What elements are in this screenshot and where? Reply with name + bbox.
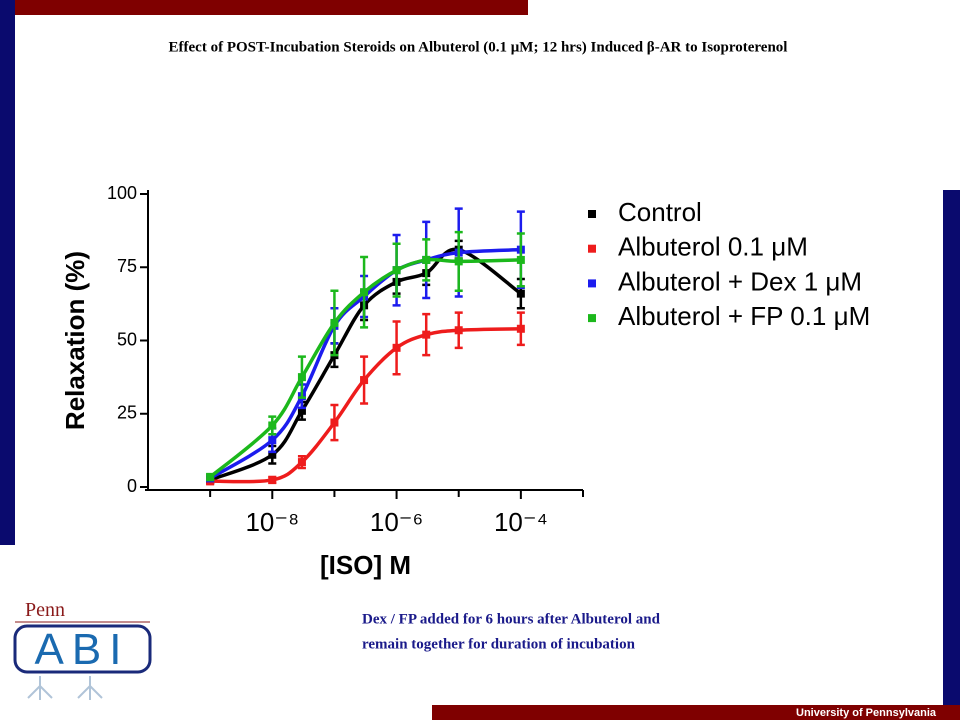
left-bar [0,0,15,545]
data-point [422,330,431,339]
data-point [516,289,525,298]
data-point [297,373,306,382]
data-point [268,450,277,459]
data-point [422,255,431,264]
series-line [210,327,521,484]
data-point [392,266,401,275]
y-tick-label: 50 [117,329,137,349]
y-tick-label: 25 [117,403,137,423]
x-tick-label: 10⁻⁸ [245,507,299,537]
data-point [454,326,463,335]
data-point [297,458,306,467]
y-tick-label: 100 [107,183,137,203]
legend-swatch [588,210,596,218]
logo-box [13,624,152,674]
data-point [516,324,525,333]
data-point [268,475,277,484]
note-line: Dex / FP added for 6 hours after Albuter… [362,611,661,627]
data-point [206,473,215,482]
right-bar [943,190,960,705]
legend-label: Albuterol + FP 0.1 μM [618,301,870,331]
data-point [392,343,401,352]
legend-label: Albuterol 0.1 μM [618,232,808,262]
legend-label: Albuterol + Dex 1 μM [618,266,862,296]
logo-abi: ABI [35,625,130,674]
data-point [454,257,463,266]
data-point [330,318,339,327]
legend-swatch [588,279,596,288]
data-point [297,406,306,415]
logo-lungs [27,676,103,700]
note-line: remain together for duration of incubati… [362,636,636,652]
bottom-bar [432,705,960,720]
y-axis-label: Relaxation (%) [60,251,90,430]
y-tick-label: 0 [127,476,137,496]
chart-title: Effect of POST-Incubation Steroids on Al… [169,39,788,55]
x-tick-label: 10⁻⁴ [494,507,548,537]
series-line [209,247,522,482]
legend-swatch [588,314,596,323]
footer: University of Pennsylvania [796,707,937,719]
legend-swatch [588,244,596,253]
series-line [209,247,521,480]
data-point [330,418,339,427]
data-point [360,376,369,385]
top-bar [0,0,528,15]
x-tick-label: 10⁻⁶ [370,507,423,537]
data-point [268,421,277,430]
data-point [360,288,369,297]
data-point [516,255,525,264]
logo-penn: Penn [25,599,65,621]
legend-label: Control [618,197,702,227]
y-tick-label: 75 [117,256,137,276]
x-axis-label: [ISO] M [320,550,411,580]
data-point [268,436,277,445]
